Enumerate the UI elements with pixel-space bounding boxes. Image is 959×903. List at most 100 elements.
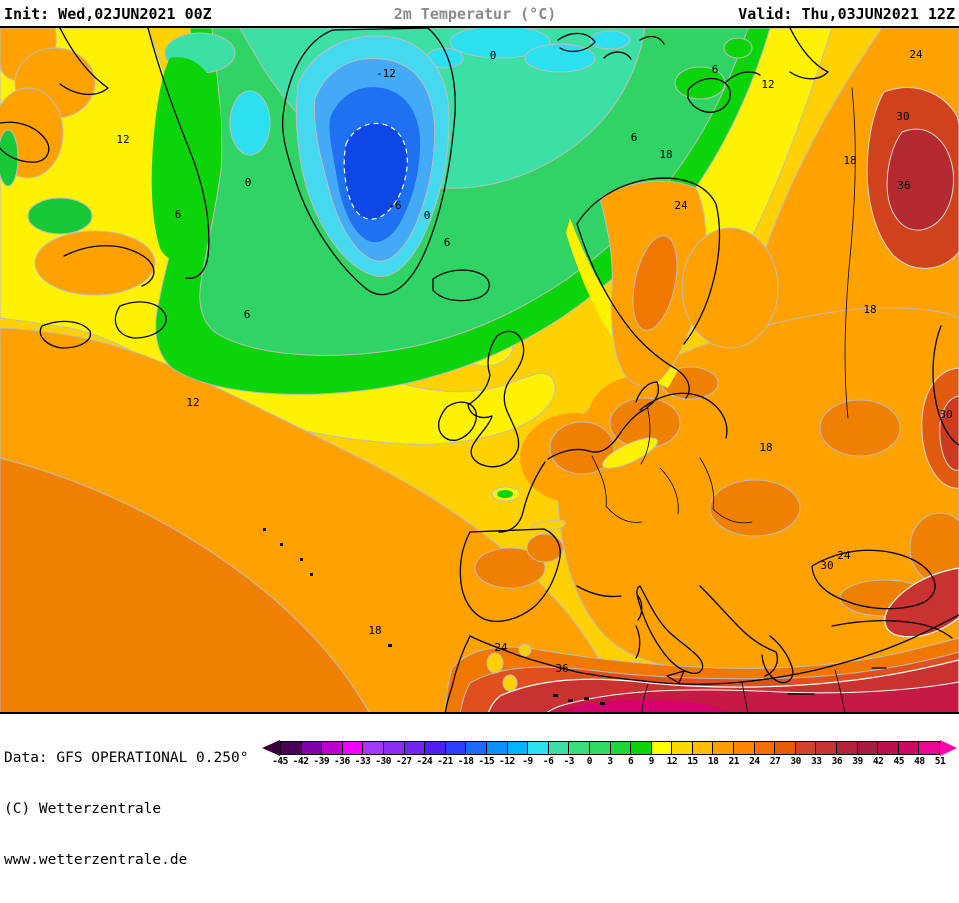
contour-label: 30 [939,408,952,421]
colorbar-segment [486,742,508,754]
colorbar-segment [507,742,529,754]
colorbar-tick: -9 [522,756,533,767]
contour-label: 12 [186,396,199,409]
temperature-map: -12 12 0 6 -6 0 6 0 6 12 24 30 6 18 18 36 24 6 12 18 30 18 18 2… [0,26,959,714]
contour-label: 0 [424,209,431,222]
contour-label: 24 [909,48,923,61]
contour-label: 6 [244,308,251,321]
colorbar-tick: 6 [628,756,634,767]
corsica-sardinia [635,595,643,659]
scandinavia-coast [576,177,721,399]
colorbar-segment [342,742,364,754]
contour-label: 6 [444,236,451,249]
iberia-coast [459,528,561,622]
colorbar-right-arrow [940,740,957,756]
colorbar-segment [383,742,405,754]
iceland [432,269,490,302]
valid-time-label: Valid: Thu,03JUN2021 12Z [738,4,955,23]
colorbar-tick: 18 [707,756,719,767]
colorbar-tick: 0 [586,756,593,767]
colorbar-tick: -39 [313,756,330,767]
colorbar-tick: -21 [437,756,453,767]
credits: Data: GFS OPERATIONAL 0.250° (C) Wetterz… [4,716,248,903]
colorbar-segments [280,741,940,755]
contour-label: 0 [490,49,497,62]
country-borders [591,87,856,712]
colorbar-segment [445,742,467,754]
newfoundland [114,301,167,339]
map-title: 2m Temperatur (°C) [393,4,557,23]
colorbar-segment [919,742,939,754]
colorbar-tick: -15 [478,756,495,767]
colorbar-segment [404,742,426,754]
coastlines [0,28,959,712]
colorbar-segment [857,742,879,754]
colorbar-tick: -3 [563,756,575,767]
colorbar-tick: 12 [666,756,678,767]
temperature-colorbar: -45 -42 -39 -36 -33 -30 -27 -24 -21 -18 -15 -12 -9 -6… [262,738,957,770]
website-line: www.wetterzentrale.de [4,852,188,868]
great-britain [467,330,525,468]
colorbar-segment [631,742,652,754]
caspian-coast [932,325,959,446]
colorbar-segment [301,742,323,754]
colorbar-segment [425,742,446,754]
contour-label: 30 [896,110,909,123]
colorbar-tick: -30 [375,756,391,767]
colorbar-segment [281,742,302,754]
greenland-coast [281,28,456,296]
colorbar-segment [589,742,611,754]
contour-label: 36 [555,662,568,675]
data-source-line: Data: GFS OPERATIONAL 0.250° [4,750,249,766]
colorbar-segment [754,742,776,754]
greece [761,635,815,695]
contour-label: 6 [631,131,638,144]
colorbar-tick: 9 [648,756,655,767]
white-sea [687,71,761,113]
colorbar-segment [672,742,693,754]
contour-label: -12 [376,67,396,80]
colorbar-tick: 36 [831,756,843,767]
contour-label: 6 [175,208,182,221]
weather-map-page: { "header": { "init_label": "Init: Wed,0… [0,4,959,868]
colorbar-segment [651,742,673,754]
colorbar-segment [528,742,549,754]
colorbar-tick: -33 [354,756,371,767]
contour-label: 18 [759,441,772,454]
colorbar-segment [795,742,817,754]
colorbar-segment [322,742,343,754]
colorbar-tick: 51 [934,756,946,767]
labrador-coast [147,28,210,279]
svalbard [557,32,665,60]
colorbar-tick: 30 [790,756,801,767]
colorbar-tick: -6 [542,756,554,767]
colorbar-tick: 27 [769,756,781,767]
colorbar-tick: 48 [914,756,925,767]
colorbar-tick-labels: -45 -42 -39 -36 -33 -30 -27 -24 -21 -18 -15 -12 -9 -6… [262,756,957,768]
colorbar-segment [837,742,858,754]
colorbar-tick: -27 [395,756,412,767]
colorbar-tick: 42 [872,756,884,767]
temperature-field [0,28,959,712]
colorbar-tick: 33 [811,756,822,767]
contour-label: 18 [368,624,381,637]
contour-label: 36 [897,179,910,192]
adriatic-balkans-coast [699,585,779,677]
colorbar-segment [713,742,735,754]
colorbar-tick: -36 [334,756,350,767]
colorbar-segment [898,742,920,754]
footer: Data: GFS OPERATIONAL 0.250° (C) Wetterz… [0,714,959,868]
contour-label: 30 [820,559,833,572]
baltic-coast [635,381,728,439]
novaya-zemlya [789,28,829,80]
colorbar-left-arrow [262,740,280,756]
colorbar-segment [775,742,796,754]
temperature-field-svg: -12 12 0 6 -6 0 6 0 6 12 24 30 6 18 18 36 24 6 12 18 30 18 18 2… [0,28,959,712]
africa-north-coast [469,614,959,685]
colorbar-tick: -18 [457,756,474,767]
contour-label: -6 [388,199,401,212]
copyright-line: (C) Wetterzentrale [4,801,162,817]
colorbar-tick: 24 [749,756,760,767]
hudson-coast [0,121,50,163]
colorbar-tick: 39 [852,756,863,767]
